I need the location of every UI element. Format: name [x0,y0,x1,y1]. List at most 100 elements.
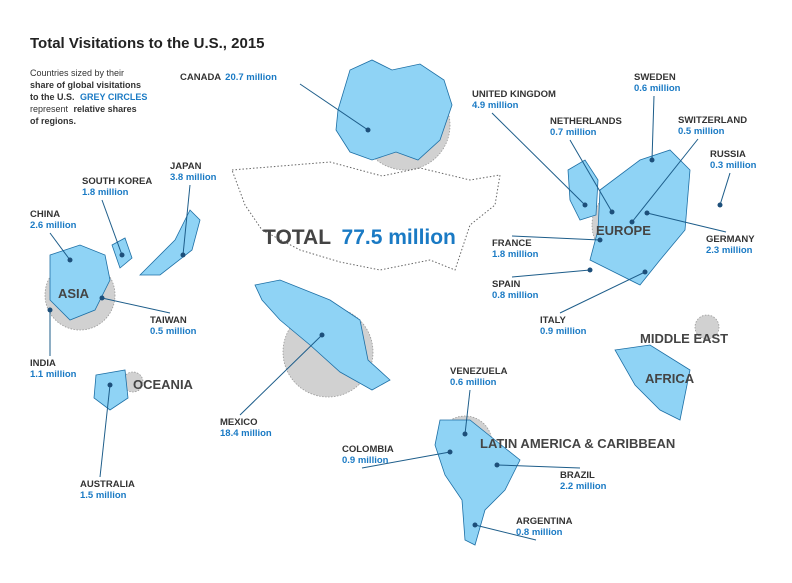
country-name: SWITZERLAND [678,115,747,126]
country-dot [582,202,588,208]
japan [139,209,201,276]
leader-line [239,334,323,416]
country-value: 0.7 million [550,127,597,138]
south-america [434,419,521,546]
country-name: CANADA [180,72,221,83]
country-value: 1.1 million [30,369,77,380]
leader-line [719,172,731,206]
region-label: OCEANIA [133,377,194,392]
country-value: 18.4 million [220,428,272,439]
china [49,244,111,321]
total-label: TOTAL [263,226,331,249]
africa [614,344,691,421]
total-value: 77.5 million [342,226,456,249]
leader-line [511,235,601,241]
country-name: GERMANY [706,234,755,245]
canada [335,59,453,161]
country-value: 2.2 million [560,481,607,492]
country-value: 4.9 million [472,100,519,111]
country-dot [99,295,105,301]
country-value: 3.8 million [170,172,217,183]
country-dot [447,449,453,455]
country-label: CANADA 20.7 million [180,72,277,83]
country-value: 1.8 million [82,187,129,198]
leader-line [182,184,191,256]
country-value: 0.6 million [450,377,497,388]
country-value: 0.5 million [150,326,197,337]
country-name: CHINA [30,209,60,220]
country-dot [494,462,500,468]
country-value: 2.6 million [30,220,77,231]
country-dot [644,210,650,216]
usa-outline [231,161,501,271]
country-name: BRAZIL [560,470,595,481]
country-name: VENEZUELA [450,366,508,377]
country-dot [67,257,73,263]
country-dot [119,252,125,258]
country-name: SOUTH KOREA [82,176,152,187]
desc-text: to the U.S. [30,92,75,102]
country-dot [717,202,723,208]
total: TOTAL 77.5 million [263,226,456,249]
country-dot [180,252,186,258]
country-value: 0.9 million [540,326,587,337]
country-dot [107,382,113,388]
country-name: ITALY [540,315,567,326]
country-value: 1.8 million [492,249,539,260]
country-name: FRANCE [492,238,532,249]
region-label: AFRICA [645,371,695,386]
country-dot [462,431,468,437]
country-dot [609,209,615,215]
country-value: 2.3 million [706,245,753,256]
desc-text: Countries sized by their [30,68,124,78]
country-name: NETHERLANDS [550,116,622,127]
leader-line [361,451,451,469]
country-value: 0.3 million [710,160,757,171]
country-dot [47,307,53,313]
grey-circle [694,314,720,340]
leader-line [496,464,581,469]
desc-text: of regions. [30,116,76,126]
country-name: SPAIN [492,279,520,290]
region-label: LATIN AMERICA & CARIBBEAN [480,436,675,451]
country-dot [597,237,603,243]
australia [93,369,129,411]
country-name: AUSTRALIA [80,479,135,490]
leader-line [569,139,613,213]
country-name: RUSSIA [710,149,746,160]
region-label: MIDDLE EAST [640,331,728,346]
leader-line [646,212,727,233]
leader-line [511,269,591,278]
country-value: 20.7 million [225,72,277,83]
country-name: MEXICO [220,417,257,428]
desc-text: GREY CIRCLES [80,92,147,102]
country-dot [642,269,648,275]
uk [567,159,599,221]
leader-line [651,95,655,161]
leader-line [559,271,646,314]
leader-line [299,83,369,131]
desc-text: share of global visitations [30,80,141,90]
leader-line [464,389,471,435]
country-name: ARGENTINA [516,516,573,527]
country-dot [587,267,593,273]
country-value: 0.6 million [634,83,681,94]
leader-line [474,524,537,541]
desc-text: represent [30,104,69,114]
leader-line [49,232,71,261]
country-name: UNITED KINGDOM [472,89,556,100]
country-value: 0.8 million [516,527,563,538]
country-dot [649,157,655,163]
country-name: JAPAN [170,161,202,172]
description: Countries sized by their share of global… [30,68,150,126]
europe [589,149,691,286]
country-name: COLOMBIA [342,444,394,455]
country-value: 0.9 million [342,455,389,466]
region-label: EUROPE [596,223,651,238]
country-dot [629,219,635,225]
leader-line [491,112,586,206]
country-dot [365,127,371,133]
country-name: SWEDEN [634,72,676,83]
